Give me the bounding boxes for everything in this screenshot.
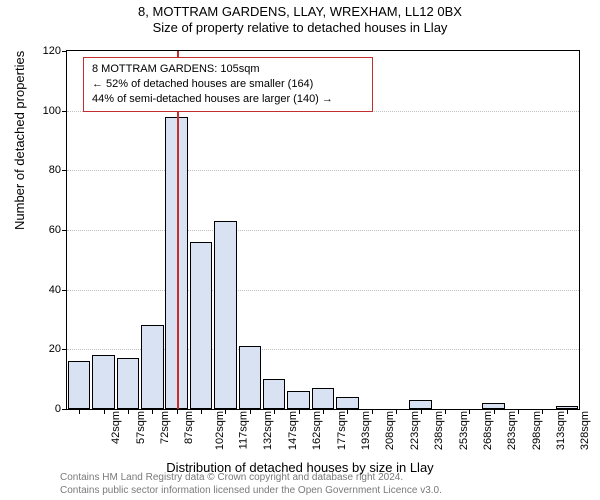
xtick-label: 328sqm [580, 411, 592, 450]
footer-line-2: Contains public sector information licen… [60, 484, 442, 497]
annotation-line-2: ← 52% of detached houses are smaller (16… [92, 77, 364, 92]
xtick-mark [567, 409, 568, 414]
xtick-mark [469, 409, 470, 414]
xtick-mark [445, 409, 446, 414]
xtick-mark [299, 409, 300, 414]
histogram-bar [214, 221, 236, 409]
xtick-mark [421, 409, 422, 414]
xtick-label: 87sqm [183, 411, 195, 444]
ytick-label: 0 [37, 403, 61, 415]
xtick-label: 283sqm [506, 411, 518, 450]
annotation-line-1: 8 MOTTRAM GARDENS: 105sqm [92, 62, 364, 77]
xtick-mark [494, 409, 495, 414]
xtick-mark [128, 409, 129, 414]
xtick-label: 72sqm [159, 411, 171, 444]
xtick-label: 208sqm [385, 411, 397, 450]
xtick-mark [79, 409, 80, 414]
histogram-bar [239, 346, 261, 409]
xtick-label: 238sqm [433, 411, 445, 450]
xtick-mark [347, 409, 348, 414]
xtick-mark [372, 409, 373, 414]
xtick-label: 132sqm [263, 411, 275, 450]
xtick-mark [274, 409, 275, 414]
ytick-mark [62, 111, 67, 112]
xtick-label: 42sqm [110, 411, 122, 444]
annotation-box: 8 MOTTRAM GARDENS: 105sqm ← 52% of detac… [83, 57, 373, 112]
xtick-label: 223sqm [409, 411, 421, 450]
xtick-label: 268sqm [482, 411, 494, 450]
xtick-label: 253sqm [458, 411, 470, 450]
xtick-mark [201, 409, 202, 414]
ytick-label: 120 [37, 45, 61, 57]
xtick-label: 57sqm [135, 411, 147, 444]
gridline [67, 170, 579, 171]
histogram-bar [263, 379, 285, 409]
ytick-label: 80 [37, 164, 61, 176]
histogram-bar [336, 397, 358, 409]
xtick-mark [396, 409, 397, 414]
xtick-label: 298sqm [531, 411, 543, 450]
histogram-bar [117, 358, 139, 409]
gridline [67, 290, 579, 291]
histogram-bar [190, 242, 212, 409]
xtick-label: 313sqm [555, 411, 567, 450]
chart-title-line1: 8, MOTTRAM GARDENS, LLAY, WREXHAM, LL12 … [0, 4, 600, 20]
xtick-label: 102sqm [214, 411, 226, 450]
ytick-mark [62, 170, 67, 171]
xtick-label: 177sqm [336, 411, 348, 450]
chart-title-block: 8, MOTTRAM GARDENS, LLAY, WREXHAM, LL12 … [0, 0, 600, 37]
ytick-label: 100 [37, 105, 61, 117]
xtick-mark [518, 409, 519, 414]
xtick-label: 147sqm [287, 411, 299, 450]
xtick-mark [323, 409, 324, 414]
xtick-mark [152, 409, 153, 414]
annotation-line-3: 44% of semi-detached houses are larger (… [92, 92, 364, 107]
xtick-label: 193sqm [360, 411, 372, 450]
y-axis-title: Number of detached properties [12, 51, 27, 230]
footer-line-1: Contains HM Land Registry data © Crown c… [60, 471, 442, 484]
histogram-plot-area: 02040608010012042sqm57sqm72sqm87sqm102sq… [66, 50, 580, 410]
xtick-mark [542, 409, 543, 414]
ytick-label: 60 [37, 224, 61, 236]
xtick-label: 117sqm [237, 411, 249, 449]
ytick-mark [62, 230, 67, 231]
histogram-bar [287, 391, 309, 409]
histogram-bar [68, 361, 90, 409]
ytick-mark [62, 51, 67, 52]
ytick-mark [62, 409, 67, 410]
ytick-label: 40 [37, 284, 61, 296]
histogram-bar [409, 400, 431, 409]
ytick-mark [62, 290, 67, 291]
footer-attribution: Contains HM Land Registry data © Crown c… [60, 471, 442, 497]
ytick-mark [62, 349, 67, 350]
xtick-mark [225, 409, 226, 414]
chart-title-line2: Size of property relative to detached ho… [0, 20, 600, 36]
ytick-label: 20 [37, 343, 61, 355]
xtick-mark [104, 409, 105, 414]
histogram-bar [141, 325, 163, 409]
xtick-label: 162sqm [311, 411, 323, 450]
gridline [67, 230, 579, 231]
histogram-bar [312, 388, 334, 409]
histogram-bar [92, 355, 114, 409]
xtick-mark [250, 409, 251, 414]
xtick-mark [177, 409, 178, 414]
